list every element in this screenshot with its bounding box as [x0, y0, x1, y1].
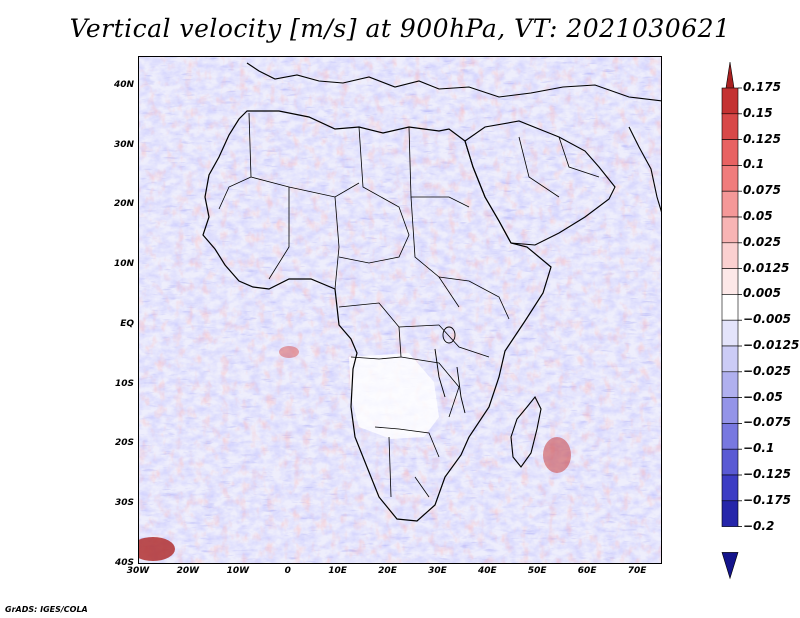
lon-tick-label: 0 — [284, 566, 291, 576]
map-title: Vertical velocity [m/s] at 900hPa, VT: 2… — [69, 14, 731, 43]
colorbar-level-label: −0.005 — [743, 312, 792, 327]
lat-tick-label: 10N — [113, 259, 134, 270]
colorbar-swatch — [721, 448, 739, 476]
colorbar-swatch — [721, 500, 739, 527]
weak-motion-region — [349, 353, 439, 439]
lon-tick-label: 30W — [126, 566, 150, 576]
colorbar-swatch — [721, 242, 739, 269]
feature-madagascar-east — [543, 437, 571, 473]
lat-tick-label: 20N — [113, 199, 134, 210]
colorbar-swatch — [721, 113, 739, 140]
colorbar-swatch — [721, 345, 739, 373]
colorbar-triangle-bottom — [721, 552, 739, 580]
colorbar-level-label: 0.15 — [743, 105, 773, 120]
colorbar-swatch — [721, 268, 739, 295]
colorbar-swatch — [721, 397, 739, 424]
colorbar-level-label: 0.0125 — [743, 260, 790, 275]
colorbar-swatch — [721, 371, 739, 398]
arabia-outline — [464, 120, 616, 246]
lat-tick-label: 40N — [113, 79, 134, 90]
colorbar-swatch — [721, 87, 739, 115]
colorbar-level-label: −0.05 — [743, 389, 783, 404]
colorbar-triangle-top — [721, 61, 739, 115]
grads-credit: GrADS: IGES/COLA — [5, 605, 88, 614]
colorbar-level-label: −0.1 — [743, 441, 775, 456]
lat-tick-label: 10S — [114, 378, 134, 389]
feature-sw-corner — [139, 537, 175, 561]
feature-gulf — [279, 346, 299, 358]
colorbar-level-label: 0.075 — [743, 183, 781, 198]
colorbar-level-label: −0.0125 — [743, 338, 800, 352]
colorbar-level-label: 0.05 — [743, 209, 773, 223]
lon-tick-label: 50E — [527, 566, 547, 576]
lon-tick-label: 60E — [577, 566, 597, 576]
lon-tick-label: 40E — [477, 566, 497, 576]
europe-coastline — [246, 62, 661, 102]
field-ascent-texture — [139, 57, 661, 563]
lon-tick-label: 20W — [176, 566, 200, 576]
lat-tick-label: 30N — [113, 139, 134, 150]
colorbar-level-label: 0.1 — [743, 157, 765, 172]
india-coastline — [628, 126, 661, 213]
africa-coastline — [202, 110, 552, 522]
lon-tick-label: 20E — [378, 566, 397, 576]
lon-tick-label: 10W — [226, 566, 250, 576]
country-borders — [218, 112, 600, 498]
colorbar-swatch — [721, 139, 739, 166]
vertical-velocity-field — [139, 57, 661, 563]
madagascar-outline — [510, 395, 542, 468]
colorbar-level-label: −0.175 — [743, 492, 792, 507]
colorbar-level-label: −0.025 — [743, 363, 792, 378]
colorbar-level-label: 0.125 — [743, 131, 781, 146]
lon-tick-label: 30E — [428, 566, 447, 576]
lat-tick-label: EQ — [120, 318, 134, 329]
colorbar-level-label: −0.2 — [743, 518, 775, 533]
colorbar-swatch — [721, 165, 739, 192]
colorbar-swatch — [721, 216, 739, 244]
lakes — [434, 326, 466, 414]
colorbar-swatch — [721, 474, 739, 502]
colorbar-level-label: 0.175 — [743, 80, 781, 94]
lat-tick-label: 20S — [114, 438, 134, 449]
colorbar-level-label: 0.025 — [743, 234, 781, 249]
lon-tick-label: 10E — [328, 566, 347, 576]
colorbar-level-label: −0.075 — [743, 415, 792, 430]
colorbar-level-label: −0.125 — [743, 467, 792, 481]
lat-tick-label: 40S — [114, 558, 134, 568]
lon-tick-label: 70E — [627, 566, 647, 576]
map-panel — [138, 56, 662, 564]
colorbar-swatch — [721, 319, 739, 347]
colorbar-swatch — [721, 294, 739, 321]
colorbar-swatch — [721, 190, 739, 218]
lat-tick-label: 30S — [114, 498, 134, 509]
colorbar-swatch — [721, 423, 739, 450]
colorbar-level-label: 0.005 — [743, 286, 781, 301]
